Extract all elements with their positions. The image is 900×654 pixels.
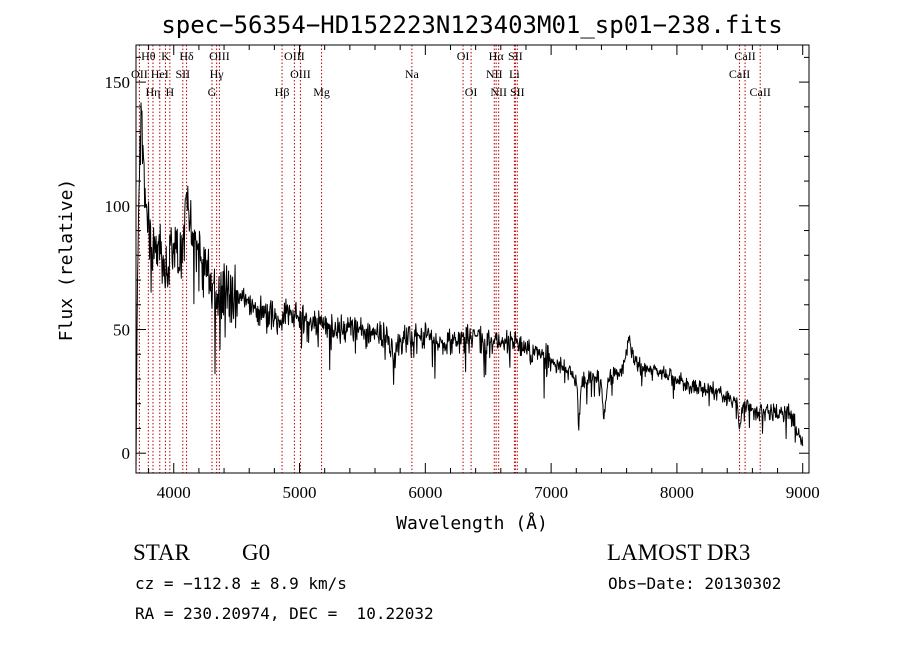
object-class: STAR [133, 540, 190, 565]
flux-series-line [135, 102, 804, 471]
spectral-line-label: CaII [750, 85, 771, 99]
x-tick-label: 6000 [408, 483, 442, 502]
x-tick-label: 4000 [157, 483, 191, 502]
coordinates: RA = 230.20974, DEC = 10.22032 [135, 604, 434, 623]
x-tick-label: 7000 [534, 483, 568, 502]
spectral-line-label: OIII [209, 49, 230, 63]
chart-title: spec−56354−HD152223N123403M01_sp01−238.f… [161, 11, 782, 39]
y-tick-label: 50 [113, 321, 130, 340]
spectral-line-label: SII [175, 67, 190, 81]
spectral-line-label: Hα [489, 49, 505, 63]
spectral-line-label: OII [131, 67, 148, 81]
spectral-line-label: NII [486, 67, 503, 81]
x-tick-label: 9000 [786, 483, 820, 502]
spectral-line-label: SII [510, 85, 525, 99]
x-axis: 4000 5000 6000 7000 8000 9000 [148, 45, 820, 502]
spectral-line-markers [138, 45, 761, 473]
y-tick-label: 0 [122, 444, 131, 463]
spectral-line-label: Mg [313, 85, 330, 99]
spectral-line-label: Li [509, 67, 520, 81]
spectral-line-label: CaII [734, 49, 755, 63]
y-axis-label: Flux (relative) [56, 179, 77, 342]
spectral-line-label: Hβ [275, 85, 290, 99]
x-axis-label: Wavelength (Å) [396, 512, 548, 534]
spectral-line-label: HeI [151, 67, 169, 81]
redshift-value: cz = −112.8 ± 8.9 km/s [135, 574, 347, 593]
spectral-line-label: OIII [290, 67, 311, 81]
y-tick-label: 150 [105, 73, 131, 92]
spectral-line-label: Hθ [141, 49, 156, 63]
spectral-line-label: OI [457, 49, 470, 63]
y-tick-label: 100 [105, 197, 131, 216]
plot-frame [135, 44, 810, 474]
observation-date: Obs−Date: 20130302 [608, 574, 782, 593]
x-tick-label: 8000 [660, 483, 694, 502]
spectral-line-label: Hη [146, 85, 161, 99]
spectral-line-label: Hδ [179, 49, 194, 63]
spectral-line-label: G [208, 85, 217, 99]
spectral-line-label: K [161, 49, 170, 63]
survey-name: LAMOST DR3 [607, 540, 751, 565]
x-tick-label: 5000 [283, 483, 317, 502]
spectral-line-label: NII [490, 85, 507, 99]
spectral-line-label: OIII [284, 49, 305, 63]
spectral-line-label: Hγ [210, 67, 225, 81]
spectral-line-label: SII [508, 49, 523, 63]
spectral-line-label: CaII [729, 67, 750, 81]
object-subclass: G0 [242, 540, 271, 565]
spectral-line-label: H [166, 85, 175, 99]
spectral-line-label: Na [405, 67, 420, 81]
spectral-line-label: OI [465, 85, 478, 99]
y-axis: 0 50 100 150 [105, 56, 809, 463]
